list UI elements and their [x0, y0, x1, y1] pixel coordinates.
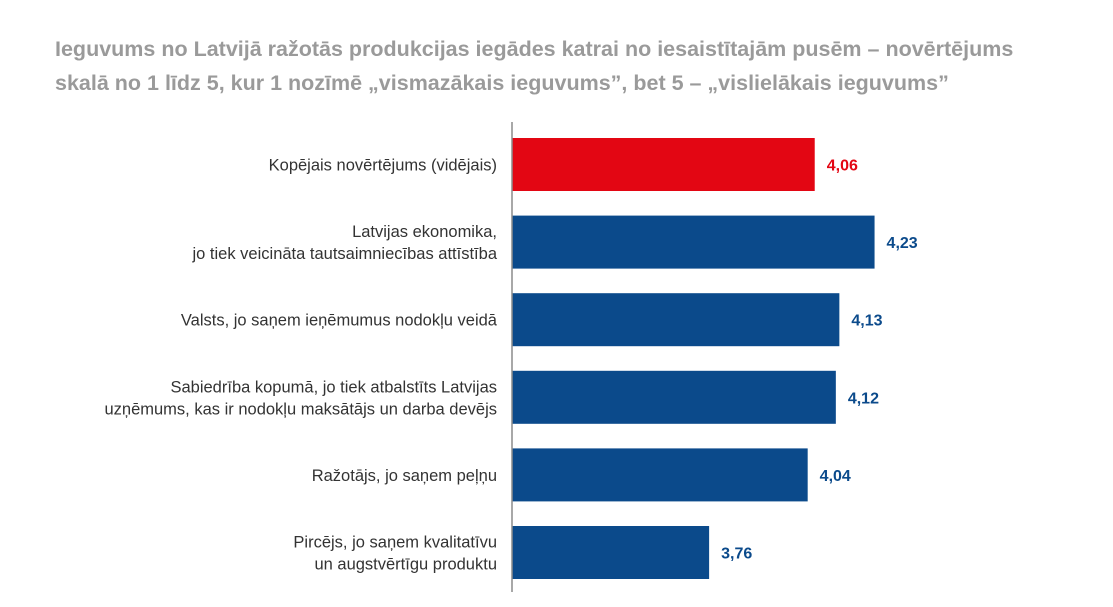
bar-3 — [512, 370, 836, 424]
category-label-1-line-1: jo tiek veicināta tautsaimniecības attīs… — [192, 245, 498, 263]
value-label-3: 4,12 — [848, 390, 879, 407]
value-label-0: 4,06 — [827, 158, 858, 175]
category-label-5-line-1: un augstvērtīgu produktu — [314, 556, 497, 574]
chart-title: Ieguvums no Latvijā ražotās produkcijas … — [55, 32, 1085, 100]
chart-title-line-1: Ieguvums no Latvijā ražotās produkcijas … — [55, 37, 1014, 61]
bar-2 — [512, 293, 840, 347]
category-label-5-line-0: Pircējs, jo saņem kvalitatīvu — [293, 534, 497, 552]
category-label-1-line-0: Latvijas ekonomika, — [352, 223, 497, 241]
category-label-4-line-0: Ražotājs, jo saņem peļņu — [312, 467, 497, 485]
chart-title-line-2: skalā no 1 līdz 5, kur 1 nozīmē „vismazā… — [55, 71, 949, 95]
value-label-5: 3,76 — [721, 546, 752, 563]
bar-0 — [512, 138, 815, 191]
value-label-2: 4,13 — [851, 313, 882, 330]
category-label-3-line-0: Sabiedrība kopumā, jo tiek atbalstīts La… — [170, 378, 497, 396]
bar-5 — [512, 526, 710, 579]
value-label-1: 4,23 — [887, 235, 918, 252]
category-label-0-line-0: Kopējais novērtējums (vidējais) — [269, 157, 497, 175]
bar-4 — [512, 448, 808, 502]
category-label-3-line-1: uzņēmums, kas ir nodokļu maksātājs un da… — [104, 400, 497, 418]
value-label-4: 4,04 — [820, 468, 851, 485]
bar-1 — [512, 215, 875, 269]
category-label-2-line-0: Valsts, jo saņem ieņēmumus nodokļu veidā — [181, 312, 498, 330]
